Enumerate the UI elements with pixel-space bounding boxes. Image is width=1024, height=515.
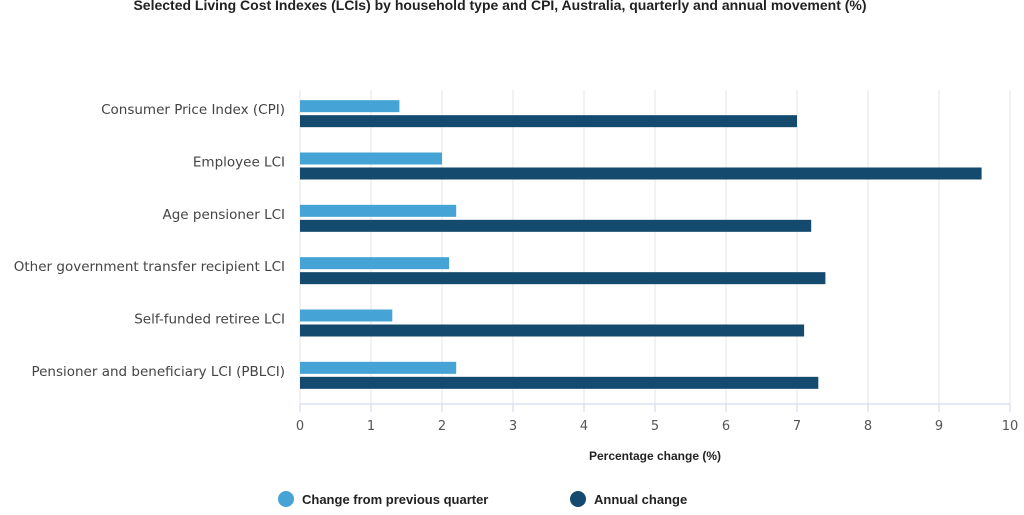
bar-chart: Consumer Price Index (CPI) Employee LCI Ag… (14, 90, 1018, 463)
x-tick-label: 6 (722, 419, 730, 434)
x-tick-label: 1 (367, 419, 375, 434)
legend-item-quarter[interactable]: Change from previous quarter (278, 488, 488, 510)
category-label: Age pensioner LCI (162, 207, 285, 223)
legend-label: Change from previous quarter (302, 491, 489, 507)
bar-annual-change[interactable] (300, 272, 826, 285)
x-tick-label: 0 (296, 419, 304, 434)
x-tick-label: 3 (509, 419, 517, 434)
category-label: Employee LCI (193, 155, 285, 171)
bar-annual-change[interactable] (300, 219, 812, 232)
category-label: Other government transfer recipient LCI (14, 259, 285, 275)
x-tick-label: 2 (438, 419, 446, 434)
category-label: Pensioner and beneficiary LCI (PBLCI) (31, 364, 285, 380)
x-tick-label: 7 (793, 419, 801, 434)
legend-label: Annual change (594, 491, 688, 507)
bar-quarterly-change[interactable] (300, 152, 442, 165)
x-tick-label: 4 (580, 419, 588, 434)
x-tick-label: 5 (651, 419, 659, 434)
x-tick-label: 8 (864, 419, 872, 434)
x-axis-ticks: 0 1 2 3 4 5 6 7 8 9 10 (296, 404, 1018, 434)
legend-marker-icon (278, 491, 294, 507)
bar-annual-change[interactable] (300, 376, 819, 389)
x-tick-label: 10 (1002, 419, 1019, 434)
x-tick-label: 9 (935, 419, 943, 434)
bar-quarterly-change[interactable] (300, 361, 457, 374)
category-label: Consumer Price Index (CPI) (101, 102, 285, 118)
category-label: Self-funded retiree LCI (134, 312, 285, 328)
x-axis-label: Percentage change (%) (589, 449, 721, 463)
bars-layer (300, 100, 982, 389)
bar-quarterly-change[interactable] (300, 100, 400, 113)
chart-title: Selected Living Cost Indexes (LCIs) by h… (133, 0, 867, 13)
grid-layer (299, 90, 1011, 405)
bar-annual-change[interactable] (300, 115, 797, 128)
bar-annual-change[interactable] (300, 167, 982, 180)
bar-quarterly-change[interactable] (300, 309, 393, 322)
category-labels: Consumer Price Index (CPI) Employee LCI Ag… (14, 102, 285, 380)
bar-quarterly-change[interactable] (300, 204, 457, 217)
legend-marker-icon (570, 491, 586, 507)
bar-annual-change[interactable] (300, 324, 805, 337)
legend-item-annual[interactable]: Annual change (570, 488, 687, 510)
bar-quarterly-change[interactable] (300, 257, 450, 270)
